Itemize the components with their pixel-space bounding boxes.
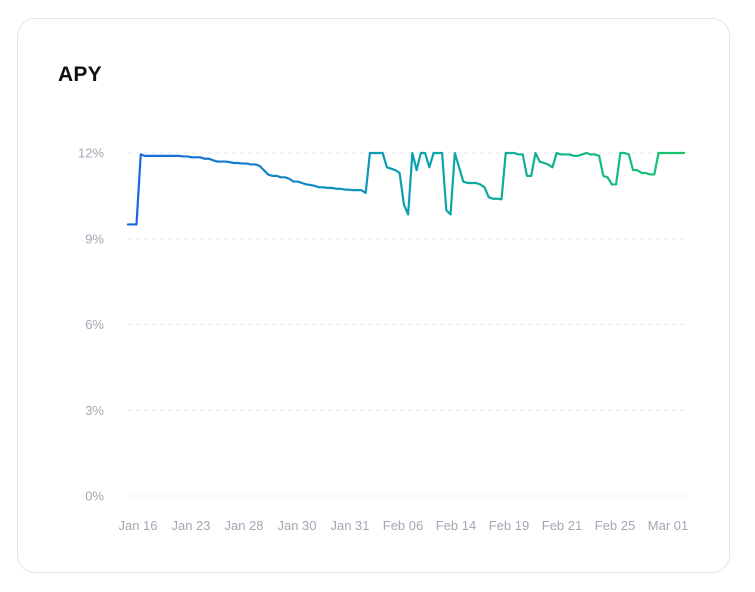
x-tick-label: Jan 31	[330, 518, 369, 533]
x-tick-label: Feb 19	[489, 518, 529, 533]
x-tick-label: Jan 28	[224, 518, 263, 533]
x-axis-ticks: Jan 16 Jan 23 Jan 28 Jan 30 Jan 31 Feb 06 Feb …	[118, 518, 688, 533]
y-tick-label: 9%	[85, 231, 104, 246]
apy-series-line[interactable]	[126, 151, 686, 226]
y-tick-label: 3%	[85, 403, 104, 418]
y-tick-label: 12%	[78, 146, 104, 161]
x-tick-label: Jan 23	[171, 518, 210, 533]
grid-lines	[128, 152, 686, 497]
y-tick-label: 0%	[85, 489, 104, 504]
x-tick-label: Feb 21	[542, 518, 582, 533]
x-tick-label: Feb 06	[383, 518, 423, 533]
x-tick-label: Jan 30	[277, 518, 316, 533]
apy-line-chart: 0%3%6%9%12% Jan 16 Jan 23 Jan 28 Jan 30 Jan …	[78, 146, 688, 534]
y-tick-label: 6%	[85, 317, 104, 332]
apy-card: APY 0% 3% 6% 9% 12% Jan 16 Jan 23 Jan 28 Jan 30…	[17, 18, 730, 573]
x-tick-label: Feb 25	[595, 518, 635, 533]
x-tick-label: Jan 16	[118, 518, 157, 533]
x-tick-label: Feb 14	[436, 518, 476, 533]
y-axis-ticks: 0% 3% 6% 9% 12%	[78, 146, 104, 504]
card-title: APY	[58, 63, 102, 86]
x-tick-label: Mar 01	[648, 518, 688, 533]
